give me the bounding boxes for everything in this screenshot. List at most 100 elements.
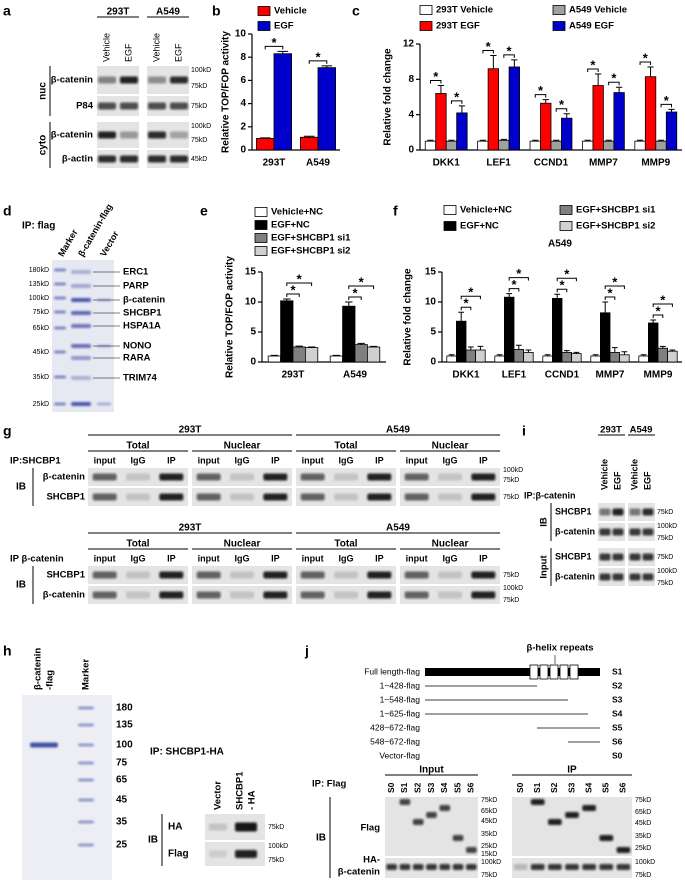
- error-bar: [496, 354, 503, 356]
- error-bar: [369, 345, 378, 347]
- error-bar: [490, 54, 497, 69]
- label: 75kD: [503, 477, 519, 484]
- label: IgG: [443, 553, 458, 563]
- legend-label: EGF+SHCBP1 si2: [271, 246, 350, 257]
- bar: [667, 350, 678, 363]
- significance-star: *: [433, 69, 439, 84]
- bar: [475, 349, 486, 363]
- x-tick-label: MMP7: [589, 158, 618, 169]
- label: IP: Flag: [312, 779, 347, 790]
- legend-label: A549 EGF: [569, 21, 614, 32]
- label: S2: [412, 782, 422, 793]
- label: IP:SHCBP1: [10, 456, 61, 467]
- bar: [571, 353, 582, 363]
- error-bar: [259, 137, 271, 139]
- label: Vehicle: [151, 33, 161, 62]
- label: 100kD: [268, 843, 288, 850]
- band: [230, 591, 254, 599]
- significance-bracket: [460, 306, 472, 311]
- legend-label: EGF+SHCBP1 si1: [576, 205, 656, 216]
- label: IP: [479, 553, 488, 563]
- band: [209, 850, 227, 858]
- band: [367, 473, 392, 481]
- error-bar: [427, 139, 434, 142]
- label: IP: [271, 553, 280, 563]
- band: [439, 864, 451, 870]
- legend-swatch: [254, 207, 268, 217]
- band: [334, 493, 358, 501]
- significance-bracket: [264, 45, 284, 50]
- blot: [512, 797, 632, 856]
- label: 65kD: [481, 808, 497, 815]
- label: 100kD: [503, 585, 523, 592]
- band: [263, 493, 288, 501]
- label: SHCBP1: [123, 308, 162, 319]
- panel-letter: e: [200, 203, 208, 219]
- label: 75kD: [657, 509, 673, 516]
- error-bar: [640, 354, 647, 356]
- significance-bracket: [608, 81, 620, 86]
- label: 75kD: [481, 797, 497, 804]
- legend-label: EGF+NC: [271, 220, 310, 231]
- significance-star: *: [463, 296, 469, 311]
- band: [71, 344, 91, 348]
- label: IP: [167, 455, 176, 465]
- label: β-catenin: [555, 526, 595, 536]
- band: [412, 819, 424, 825]
- legend-swatch: [257, 21, 271, 31]
- band: [170, 131, 188, 139]
- error-bar: [563, 350, 570, 353]
- bar: [638, 355, 649, 363]
- band: [616, 847, 631, 853]
- significance-star: *: [352, 285, 358, 300]
- label: Total: [334, 441, 357, 452]
- label: IP: [375, 455, 384, 465]
- label: S5: [452, 782, 462, 793]
- y-tick-label: 0: [250, 357, 256, 368]
- label: 75kD: [191, 103, 207, 110]
- label: S6: [618, 782, 628, 793]
- label: NONO: [123, 341, 152, 352]
- error-bar: [650, 319, 657, 323]
- label: Vehicle: [599, 459, 609, 490]
- band: [438, 591, 462, 599]
- band: [404, 591, 429, 599]
- error-bar: [477, 345, 484, 350]
- label: IP: [167, 553, 176, 563]
- band: [71, 284, 91, 288]
- legend-label: A549 Vehicle: [569, 5, 627, 16]
- bar: [600, 312, 611, 363]
- label: 75kD: [191, 83, 207, 90]
- label: Vector: [98, 229, 121, 258]
- y-tick-label: 0: [430, 357, 436, 368]
- legend-label: EGF: [274, 21, 294, 32]
- significance-star: *: [454, 89, 460, 104]
- y-tick-label: 6: [240, 75, 246, 86]
- band: [565, 864, 579, 870]
- panel-letter: h: [3, 643, 12, 659]
- label: Nuclear: [432, 441, 469, 452]
- label: Full length-flag: [364, 666, 420, 676]
- label: IB: [16, 580, 26, 591]
- label: β-catenin: [123, 295, 165, 306]
- label: SHCBP1: [46, 570, 85, 581]
- significance-star: *: [607, 285, 613, 300]
- significance-bracket: [286, 282, 313, 286]
- band: [71, 324, 91, 328]
- band: [54, 282, 66, 286]
- label: S1: [532, 782, 542, 793]
- label: Nuclear: [432, 539, 469, 550]
- label: A549: [156, 7, 180, 18]
- label: IB: [539, 517, 550, 527]
- band: [548, 819, 562, 825]
- y-tick-label: 5: [250, 327, 256, 338]
- band: [471, 571, 496, 579]
- bar: [634, 140, 646, 151]
- blot: [628, 568, 655, 586]
- band: [196, 473, 221, 481]
- label: β-helix repeats: [526, 643, 593, 654]
- x-tick-label: MMP7: [596, 370, 625, 381]
- significance-star: *: [359, 274, 365, 289]
- label: 25kD: [481, 843, 497, 850]
- band: [300, 473, 325, 481]
